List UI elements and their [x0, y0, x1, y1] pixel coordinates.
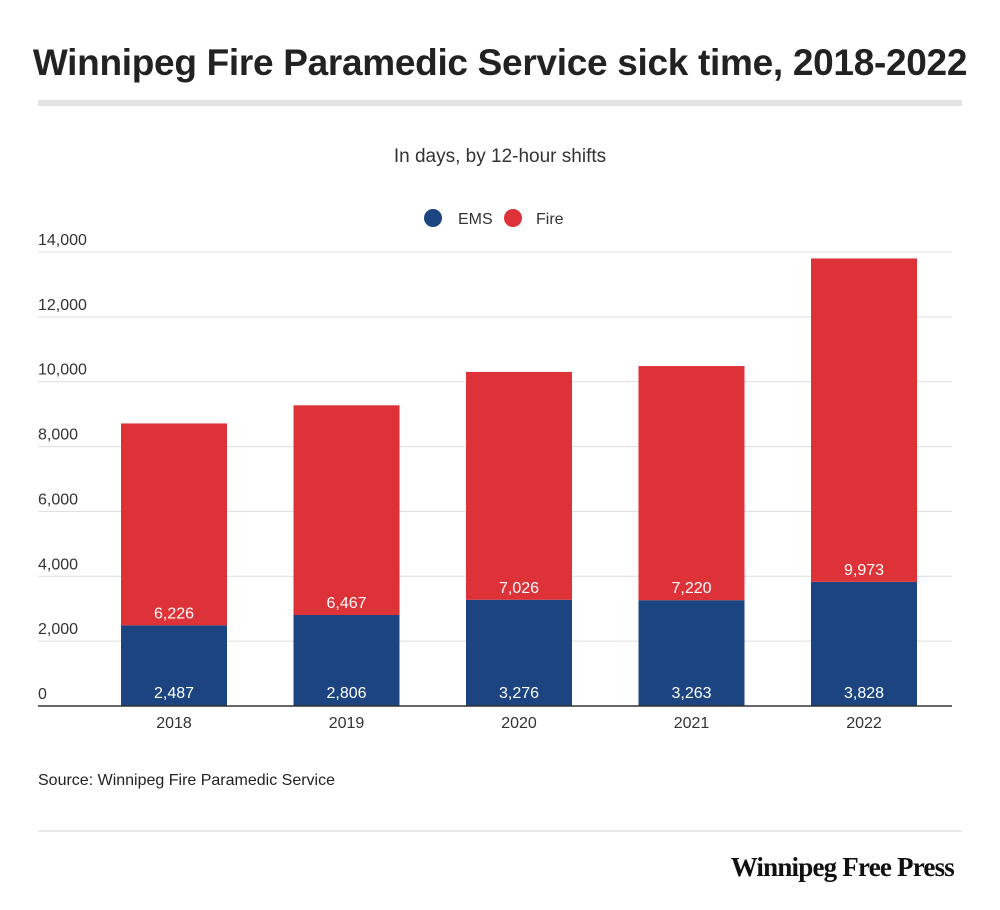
- stacked-bar-chart: EMS Fire 2,487 6,226 2,806 6,467 3,276 7,026 3,…: [38, 209, 952, 732]
- x-tick-label: 2019: [329, 715, 365, 732]
- legend-swatch: [504, 209, 522, 227]
- bar-ems: [811, 581, 917, 706]
- legend: EMS Fire: [424, 209, 564, 228]
- x-tick-label: 2020: [501, 715, 537, 732]
- y-tick-label: 12,000: [38, 297, 87, 314]
- x-tick-label: 2018: [156, 715, 192, 732]
- bar-ems: [121, 625, 227, 706]
- bar-ems: [293, 615, 400, 706]
- legend-swatch: [424, 209, 442, 227]
- bar-fire: [811, 258, 917, 582]
- y-tick-label: 4,000: [38, 556, 78, 573]
- data-labels: 2,487 6,226 2,806 6,467 3,276 7,026 3,263 7,220…: [154, 562, 884, 702]
- data-label-ems: 3,828: [844, 685, 884, 702]
- y-tick-label: 0: [38, 686, 47, 703]
- data-label-fire: 6,226: [154, 605, 194, 622]
- y-tick-label: 6,000: [38, 491, 78, 508]
- legend-label: Fire: [536, 211, 564, 228]
- bar-ems: [638, 600, 745, 706]
- bar-ems: [466, 599, 572, 706]
- data-label-ems: 3,263: [671, 685, 711, 702]
- x-tick-label: 2022: [846, 715, 882, 732]
- source-note: Source: Winnipeg Fire Paramedic Service: [38, 772, 336, 789]
- axes: 0 2,000 4,000 6,000 8,000 10,000 12,000 14,000 2…: [38, 232, 952, 732]
- bar-fire: [466, 371, 572, 600]
- y-tick-label: 14,000: [38, 232, 87, 249]
- data-label-fire: 7,026: [499, 580, 539, 597]
- data-label-fire: 6,467: [326, 595, 366, 612]
- data-label-ems: 3,276: [499, 685, 539, 702]
- data-label-ems: 2,806: [326, 685, 366, 702]
- legend-label: EMS: [458, 211, 493, 228]
- chart-subtitle: In days, by 12-hour shifts: [393, 146, 607, 167]
- data-label-fire: 7,220: [671, 580, 711, 597]
- publisher-logo: Winnipeg Free Press: [730, 852, 955, 882]
- y-tick-label: 8,000: [38, 427, 78, 444]
- bar-fire: [293, 405, 400, 616]
- title-divider: [38, 100, 962, 106]
- footer-divider: [38, 830, 962, 832]
- bar-fire: [121, 423, 227, 626]
- y-tick-label: 2,000: [38, 621, 78, 638]
- chart-title: Winnipeg Fire Paramedic Service sick tim…: [32, 42, 968, 83]
- y-tick-label: 10,000: [38, 362, 87, 379]
- bars: [121, 258, 917, 706]
- x-tick-label: 2021: [674, 715, 710, 732]
- bar-fire: [638, 366, 745, 601]
- data-label-ems: 2,487: [154, 685, 194, 702]
- data-label-fire: 9,973: [844, 562, 884, 579]
